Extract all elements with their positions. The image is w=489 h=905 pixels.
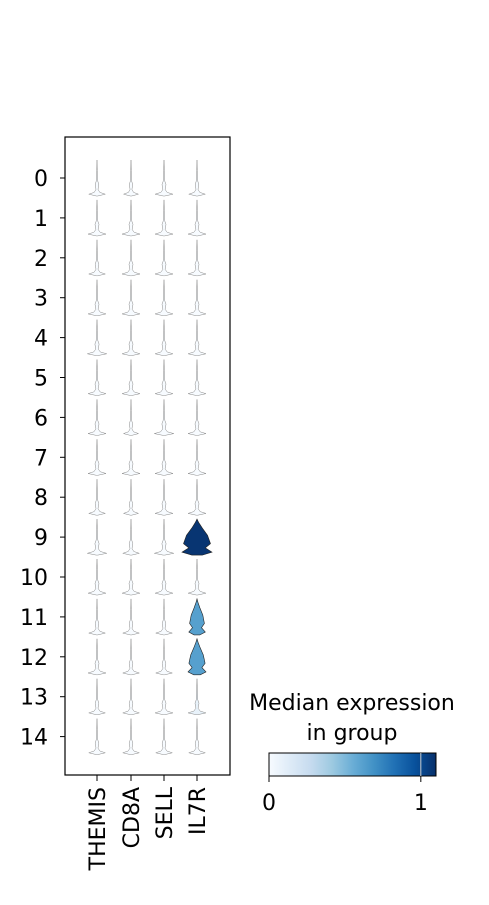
y-tick-label-6: 6 xyxy=(34,406,48,431)
violin-themis-group-14 xyxy=(87,718,107,755)
plot-frame xyxy=(64,136,231,776)
violin-themis-group-3 xyxy=(87,279,107,316)
y-tick-label-7: 7 xyxy=(34,446,48,471)
violin-cd8a-group-9 xyxy=(121,519,141,556)
violin-cd8a-group-11 xyxy=(121,598,141,636)
y-tick-label-4: 4 xyxy=(34,327,48,352)
violin-sell-group-3 xyxy=(154,279,174,316)
x-tick-label-cd8a: CD8A xyxy=(120,787,145,848)
violin-cd8a-group-13 xyxy=(121,678,141,715)
y-tick-label-1: 1 xyxy=(34,207,48,232)
y-tick-label-9: 9 xyxy=(34,526,48,551)
violin-cd8a-group-7 xyxy=(121,439,141,476)
y-tick-label-12: 12 xyxy=(20,646,48,671)
colorbar-tick-label-1: 1 xyxy=(414,791,428,816)
colorbar-title-line1: Median expression xyxy=(249,691,455,716)
violin-themis-group-8 xyxy=(87,479,107,516)
violin-cd8a-group-1 xyxy=(121,199,141,237)
violin-cd8a-group-4 xyxy=(121,319,141,356)
violin-sell-group-13 xyxy=(154,678,174,715)
violin-themis-group-4 xyxy=(87,319,107,356)
violin-il7r-group-5 xyxy=(187,359,207,396)
violin-sell-group-8 xyxy=(154,479,174,516)
y-tick-label-14: 14 xyxy=(20,726,48,751)
violin-cd8a-group-12 xyxy=(121,638,141,676)
violin-il7r-group-4 xyxy=(187,319,207,356)
violin-sell-group-10 xyxy=(154,558,174,596)
violin-sell-group-4 xyxy=(154,319,174,356)
y-tick-label-0: 0 xyxy=(34,167,48,192)
violin-themis-group-13 xyxy=(87,678,107,715)
violin-sell-group-0 xyxy=(154,159,174,197)
y-tick-label-10: 10 xyxy=(20,566,48,591)
violin-sell-group-11 xyxy=(154,598,174,636)
violin-layer xyxy=(87,159,213,755)
violin-sell-group-9 xyxy=(154,519,174,556)
x-tick-label-themis: THEMIS xyxy=(86,787,111,871)
violin-cd8a-group-2 xyxy=(121,239,141,277)
violin-cd8a-group-5 xyxy=(121,359,141,396)
violin-themis-group-11 xyxy=(87,598,107,636)
violin-sell-group-1 xyxy=(154,199,174,237)
violin-cd8a-group-3 xyxy=(121,279,141,316)
violin-il7r-group-13 xyxy=(187,678,207,715)
violin-il7r-group-3 xyxy=(187,279,207,316)
violin-themis-group-10 xyxy=(87,558,107,596)
violin-il7r-group-12 xyxy=(187,637,207,676)
violin-cd8a-group-0 xyxy=(122,159,140,197)
violin-il7r-group-11 xyxy=(188,597,206,636)
violin-cd8a-group-6 xyxy=(122,399,140,436)
violin-themis-group-9 xyxy=(87,519,107,556)
colorbar-tick-label-0: 0 xyxy=(262,791,276,816)
violin-themis-group-2 xyxy=(87,239,107,277)
y-tick-label-2: 2 xyxy=(34,247,48,272)
x-axis: THEMIS CD8A SELL IL7R xyxy=(86,775,211,871)
violin-il7r-group-1 xyxy=(187,199,207,237)
violin-il7r-group-14 xyxy=(187,718,207,755)
violin-themis-group-7 xyxy=(87,439,107,476)
violin-cd8a-group-10 xyxy=(121,558,141,596)
violin-il7r-group-9 xyxy=(181,518,213,556)
violin-cd8a-group-14 xyxy=(121,718,141,755)
violin-il7r-group-0 xyxy=(187,159,207,197)
violin-il7r-group-6 xyxy=(187,399,207,436)
violin-themis-group-5 xyxy=(87,359,107,396)
violin-il7r-group-2 xyxy=(187,239,207,277)
violin-sell-group-14 xyxy=(154,718,174,755)
y-tick-label-5: 5 xyxy=(34,367,48,392)
colorbar-title-line2: in group xyxy=(307,721,398,746)
violin-sell-group-7 xyxy=(154,439,174,476)
violin-sell-group-5 xyxy=(154,359,174,396)
y-tick-label-13: 13 xyxy=(20,686,48,711)
violin-sell-group-6 xyxy=(154,399,174,436)
y-tick-label-8: 8 xyxy=(34,486,48,511)
colorbar-gradient xyxy=(268,752,437,777)
violin-il7r-group-8 xyxy=(187,479,207,516)
violin-il7r-group-7 xyxy=(187,439,207,476)
violin-themis-group-0 xyxy=(87,159,107,197)
violin-themis-group-1 xyxy=(87,199,107,237)
violin-cd8a-group-8 xyxy=(122,479,140,516)
violin-themis-group-6 xyxy=(87,399,107,436)
violin-sell-group-2 xyxy=(154,239,174,277)
violin-themis-group-12 xyxy=(87,638,107,676)
y-tick-label-11: 11 xyxy=(20,606,48,631)
y-tick-label-3: 3 xyxy=(34,287,48,312)
violin-il7r-group-10 xyxy=(187,558,207,596)
x-tick-label-sell: SELL xyxy=(153,786,178,839)
violin-sell-group-12 xyxy=(154,638,174,676)
x-tick-label-il7r: IL7R xyxy=(186,787,211,835)
